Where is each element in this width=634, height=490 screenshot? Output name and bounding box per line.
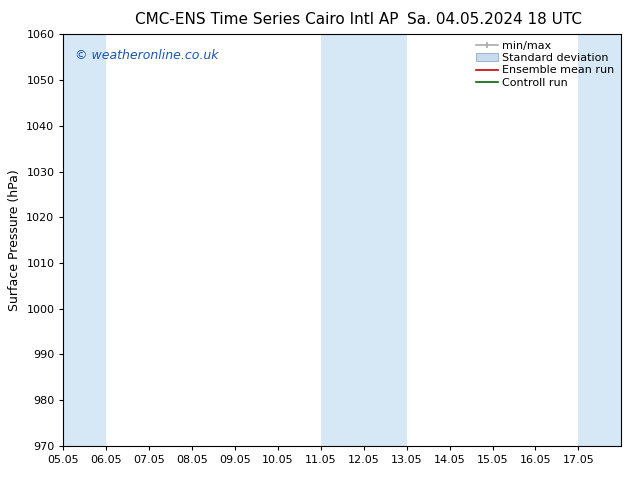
Bar [321,34,407,446]
Text: Sa. 04.05.2024 18 UTC: Sa. 04.05.2024 18 UTC [407,12,582,27]
Bar [578,34,621,446]
Legend: min/max, Standard deviation, Ensemble mean run, Controll run: min/max, Standard deviation, Ensemble me… [471,37,619,92]
Bar [63,34,107,446]
Text: CMC-ENS Time Series Cairo Intl AP: CMC-ENS Time Series Cairo Intl AP [134,12,398,27]
Text: © weatheronline.co.uk: © weatheronline.co.uk [75,49,218,62]
Y-axis label: Surface Pressure (hPa): Surface Pressure (hPa) [8,169,21,311]
